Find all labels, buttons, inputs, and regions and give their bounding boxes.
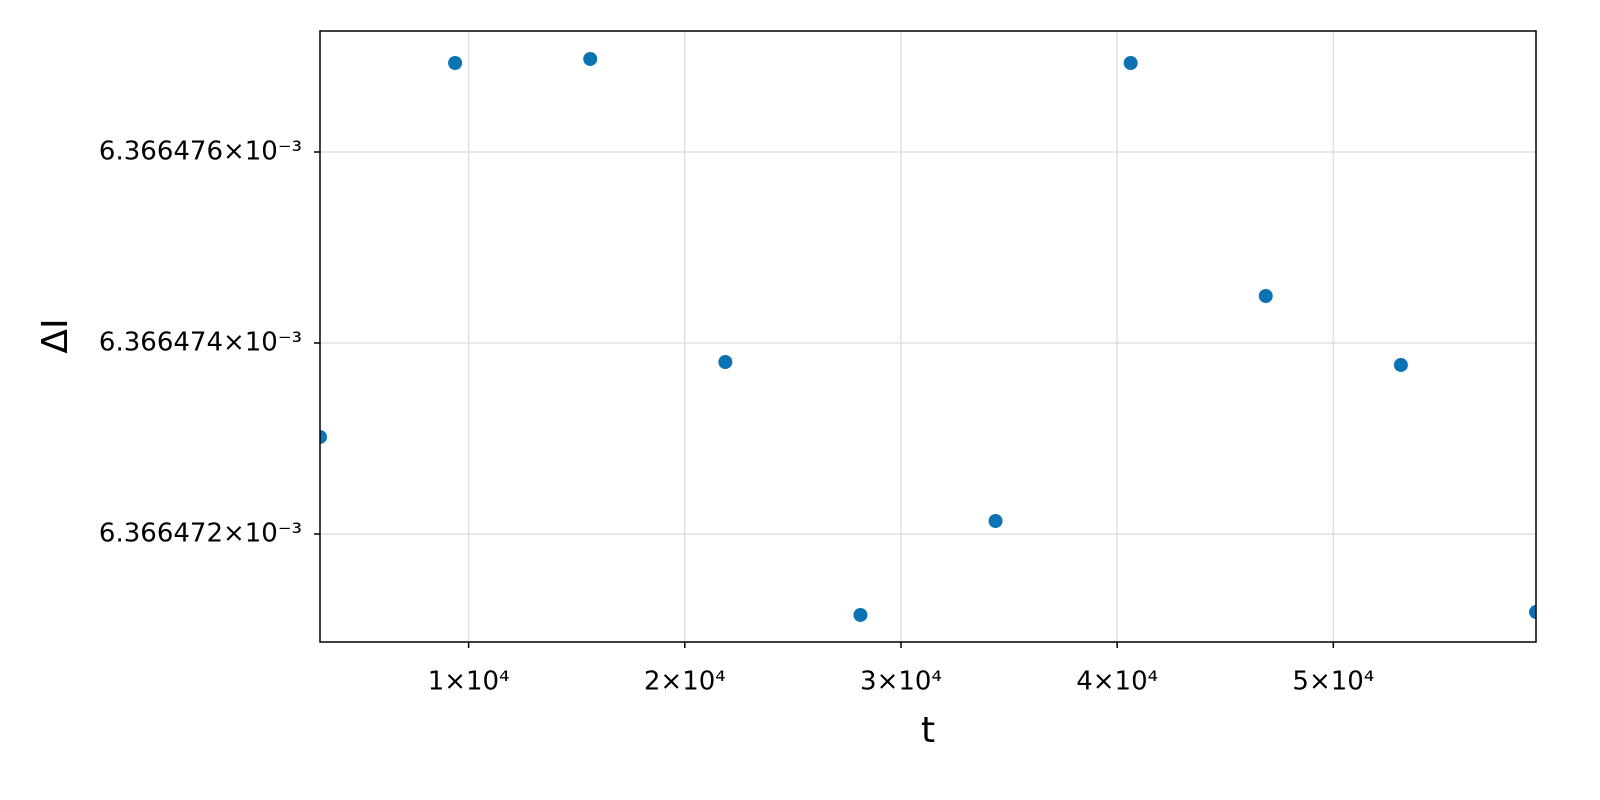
y-tick-label: 6.366476×10⁻³ (99, 136, 302, 166)
point (718, 354, 733, 369)
points (320, 51, 1536, 622)
point (583, 51, 598, 66)
y-tick-label: 6.366472×10⁻³ (99, 518, 302, 548)
point (320, 429, 327, 444)
x-tick-label: 3×10⁴ (860, 667, 942, 697)
tick-labels: 1×10⁴ 2×10⁴ 3×10⁴ 4×10⁴ 5×10⁴ 6.366472×10⁻³ 6.… (99, 136, 1374, 696)
x-tick-label: 1×10⁴ (428, 667, 510, 697)
point (1529, 605, 1536, 620)
y-tick-label: 6.366474×10⁻³ (99, 327, 302, 357)
point (988, 514, 1003, 529)
plot-frame (319, 30, 1537, 643)
point (1258, 289, 1273, 304)
grid (320, 31, 1536, 642)
y-axis-label: ΔI (35, 318, 76, 353)
point (853, 607, 868, 622)
x-tick-label: 4×10⁴ (1076, 667, 1158, 697)
point (1393, 357, 1408, 372)
x-tick-label: 5×10⁴ (1292, 667, 1374, 697)
point (448, 55, 463, 70)
x-axis-label: t (921, 710, 935, 751)
x-tick-label: 2×10⁴ (644, 667, 726, 697)
point (1123, 55, 1138, 70)
